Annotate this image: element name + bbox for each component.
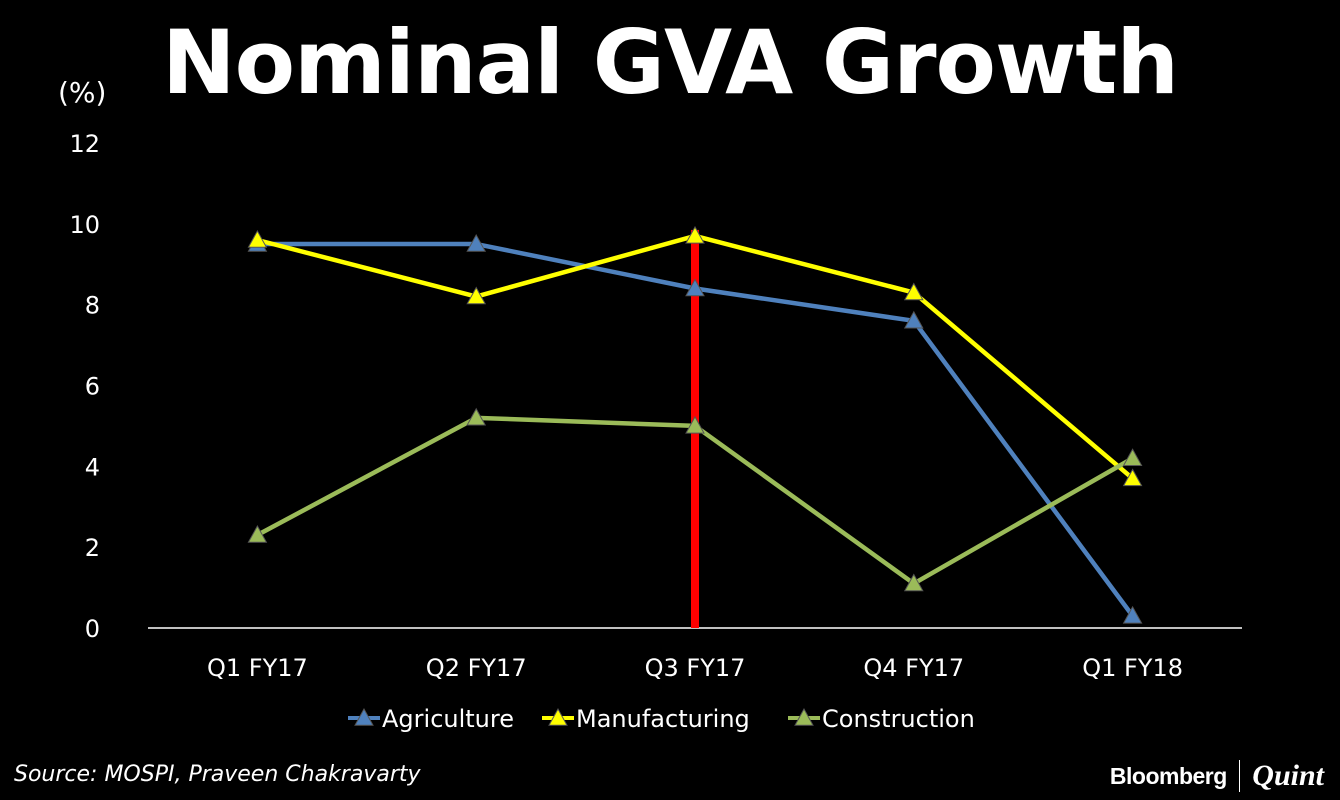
point-agriculture-2 bbox=[685, 278, 705, 297]
point-construction-0 bbox=[247, 525, 268, 543]
legend-swatch-marker bbox=[794, 707, 814, 726]
y-tick-label: 12 bbox=[69, 130, 100, 158]
legend-swatch-marker bbox=[548, 707, 568, 726]
point-manufacturing-2 bbox=[685, 225, 705, 244]
y-tick-label: 8 bbox=[85, 292, 100, 320]
brand-secondary-text: Quint bbox=[1252, 759, 1324, 792]
x-tick-label: Q2 FY17 bbox=[426, 654, 527, 682]
y-tick-label: 4 bbox=[85, 453, 100, 481]
point-manufacturing-1 bbox=[466, 286, 487, 305]
y-axis-label: (%) bbox=[58, 76, 106, 109]
point-agriculture-4 bbox=[1122, 605, 1143, 624]
y-tick-label: 10 bbox=[69, 211, 100, 239]
point-construction-3 bbox=[903, 573, 924, 592]
legend-label-agriculture: Agriculture bbox=[382, 705, 514, 733]
x-tick-label: Q3 FY17 bbox=[645, 654, 746, 682]
point-agriculture-3 bbox=[903, 310, 924, 329]
y-tick-label: 0 bbox=[85, 615, 100, 643]
legend-label-construction: Construction bbox=[822, 705, 975, 733]
chart-title: Nominal GVA Growth bbox=[162, 11, 1179, 114]
y-tick-label: 6 bbox=[85, 373, 100, 401]
brand-logo: Bloomberg Quint bbox=[1110, 758, 1324, 794]
legend-swatch-marker bbox=[354, 707, 374, 726]
point-manufacturing-0 bbox=[247, 229, 268, 248]
x-tick-label: Q4 FY17 bbox=[863, 654, 964, 682]
brand-divider bbox=[1238, 760, 1241, 792]
x-tick-label: Q1 FY17 bbox=[207, 654, 308, 682]
point-construction-1 bbox=[466, 407, 487, 426]
point-manufacturing-3 bbox=[903, 282, 924, 301]
markers-layer bbox=[247, 225, 1143, 624]
y-axis-ticks: 0 2 4 6 8 10 12 bbox=[69, 130, 100, 643]
point-construction-2 bbox=[685, 415, 705, 434]
point-agriculture-1 bbox=[466, 234, 487, 252]
legend-label-manufacturing: Manufacturing bbox=[576, 705, 750, 733]
x-axis-ticks: Q1 FY17 Q2 FY17 Q3 FY17 Q4 FY17 Q1 FY18 bbox=[207, 654, 1183, 682]
point-construction-4 bbox=[1122, 448, 1143, 466]
source-note: Source: MOSPI, Praveen Chakravarty bbox=[14, 762, 421, 787]
x-tick-label: Q1 FY18 bbox=[1082, 654, 1183, 682]
y-tick-label: 2 bbox=[85, 534, 100, 562]
point-manufacturing-4 bbox=[1122, 468, 1143, 487]
brand-primary-text: Bloomberg bbox=[1109, 762, 1227, 789]
legend: Agriculture Manufacturing Construction bbox=[348, 705, 975, 733]
